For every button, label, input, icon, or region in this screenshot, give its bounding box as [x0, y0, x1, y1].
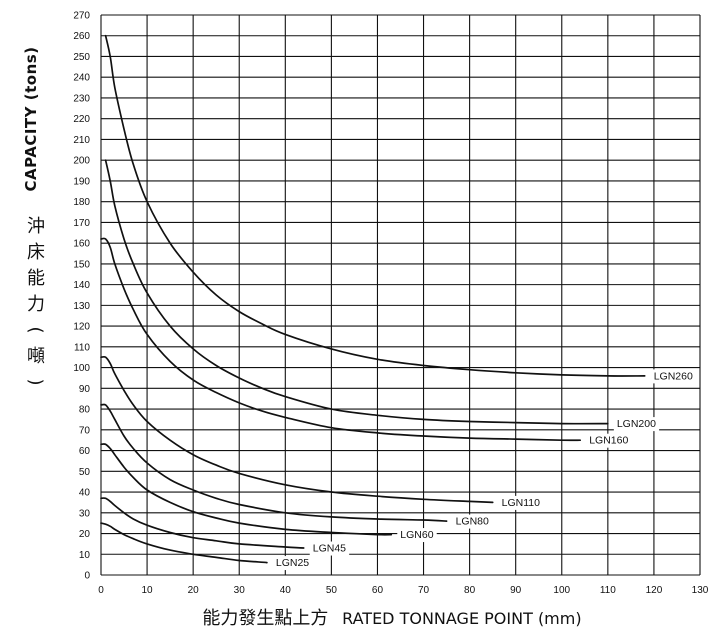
y-tick-label: 70	[79, 425, 91, 436]
y-tick-label: 130	[73, 301, 90, 312]
series-label-background	[586, 433, 632, 448]
y-tick-label: 40	[79, 488, 91, 499]
y-axis-title-zh-char: 力	[27, 294, 45, 315]
series-label-background	[613, 417, 660, 432]
series-label-background	[309, 541, 350, 556]
y-tick-label: 100	[73, 363, 90, 374]
x-tick-labels: 0 10 20 30 40 50 60 70 80 90 100 110 120 130	[98, 585, 708, 596]
series-line-lgn45	[100, 497, 305, 549]
series-line-lgn200	[104, 159, 609, 425]
y-tick-label: 160	[73, 239, 90, 250]
y-tick-label: 20	[79, 529, 91, 540]
x-tick-label: 20	[188, 585, 200, 596]
x-tick-label: 50	[326, 585, 338, 596]
x-tick-label: 10	[142, 585, 154, 596]
y-tick-label: 200	[73, 156, 90, 167]
grid	[100, 14, 701, 576]
y-tick-label: 150	[73, 259, 90, 270]
series-label-background	[650, 369, 696, 384]
x-tick-label: 130	[692, 585, 708, 596]
y-tick-label: 210	[73, 135, 90, 146]
x-tick-label: 0	[98, 585, 104, 596]
y-tick-label: 260	[73, 31, 90, 42]
series-label-lgn25: LGN25	[276, 557, 309, 569]
y-tick-label: 140	[73, 280, 90, 291]
series-line-lgn25	[100, 522, 268, 564]
series-label-background	[452, 514, 493, 529]
x-tick-label: 30	[234, 585, 246, 596]
y-axis-title-zh-char: 噸	[27, 346, 45, 367]
y-axis-title-zh-char: 能	[27, 268, 45, 289]
series-label-lgn80: LGN80	[456, 516, 489, 528]
series-curves	[100, 34, 646, 564]
x-tick-label: 70	[418, 585, 430, 596]
y-axis-title-zh-char: (	[25, 326, 46, 333]
y-tick-label: 240	[73, 73, 90, 84]
y-tick-label: 230	[73, 93, 90, 104]
y-tick-label: 270	[73, 11, 90, 22]
y-tick-label: 80	[79, 405, 91, 416]
series-label-lgn160: LGN160	[589, 435, 628, 447]
series-label-lgn260: LGN260	[654, 370, 693, 382]
series-line-lgn110	[100, 355, 494, 504]
series-line-lgn160	[100, 237, 582, 442]
y-tick-label: 170	[73, 218, 90, 229]
y-tick-label: 110	[74, 342, 90, 353]
y-tick-label: 190	[73, 176, 90, 187]
series-label-lgn200: LGN200	[617, 418, 656, 430]
y-tick-label: 180	[73, 197, 90, 208]
series-labels: LGN260 LGN200 LGN160 LGN110 LGN80 LGN60 LGN45 L…	[272, 369, 696, 571]
y-tick-label: 90	[79, 384, 91, 395]
y-tick-label: 0	[84, 571, 90, 582]
y-axis-title-zh-char: 沖	[27, 216, 45, 237]
series-line-lgn60	[100, 443, 393, 536]
x-tick-label: 40	[280, 585, 292, 596]
series-label-lgn45: LGN45	[313, 543, 346, 555]
x-tick-label: 120	[646, 585, 663, 596]
series-label-background	[498, 495, 544, 510]
x-axis-title-zh: 能力發生點上方	[202, 608, 328, 629]
series-line-lgn80	[100, 403, 448, 522]
y-tick-label: 60	[79, 446, 91, 457]
y-tick-labels: 0 10 20 30 40 50 60 70 80 90 100 110 120 130 140 150 160…	[73, 11, 90, 582]
x-tick-label: 100	[553, 585, 570, 596]
series-line-lgn260	[104, 34, 646, 377]
y-tick-label: 50	[79, 467, 91, 478]
y-tick-label: 10	[79, 550, 91, 561]
y-tick-label: 220	[73, 114, 90, 125]
x-axis-title: 能力發生點上方 RATED TONNAGE POINT (mm)	[202, 608, 581, 629]
y-tick-label: 250	[73, 52, 90, 63]
series-label-background	[272, 556, 313, 571]
y-axis-title-en: CAPACITY (tons)	[22, 46, 40, 191]
x-tick-label: 90	[510, 585, 522, 596]
x-tick-label: 110	[600, 585, 616, 596]
y-axis-title-zh-char: )	[25, 378, 46, 385]
x-tick-label: 60	[372, 585, 384, 596]
y-tick-label: 30	[79, 508, 91, 519]
series-label-background	[397, 528, 437, 543]
series-label-lgn110: LGN110	[502, 497, 540, 509]
y-axis-title-zh-char: 床	[27, 242, 45, 263]
series-label-lgn60: LGN60	[400, 529, 433, 541]
x-tick-label: 80	[464, 585, 476, 596]
x-axis-title-en: RATED TONNAGE POINT (mm)	[342, 609, 581, 628]
y-tick-label: 120	[73, 322, 90, 333]
